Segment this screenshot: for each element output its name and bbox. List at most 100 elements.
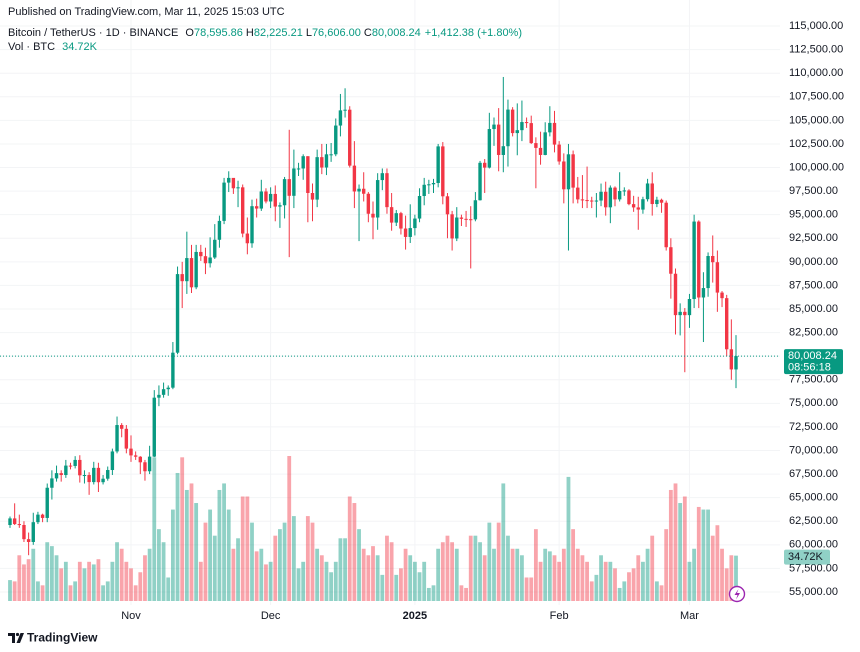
volume-bar <box>361 548 366 601</box>
candle-body <box>329 154 333 156</box>
volume-bar <box>208 509 213 601</box>
candle-body <box>175 274 180 353</box>
published: Published on TradingView.com, Mar 11, 20… <box>8 6 285 18</box>
candle-body <box>734 356 738 370</box>
volume-bar <box>440 542 445 601</box>
volume-bar <box>189 483 194 601</box>
candle-body <box>389 207 394 223</box>
volume-bar <box>170 509 175 601</box>
y-tick-label: 75,000.00 <box>789 397 838 409</box>
volume-bar <box>82 568 87 601</box>
volume-bar <box>17 555 22 601</box>
volume-bar <box>133 585 138 601</box>
candle-body <box>250 206 254 244</box>
volume-bar <box>198 561 203 601</box>
volume-bar <box>515 548 520 601</box>
volume-bar <box>389 542 394 601</box>
volume-bar <box>324 561 329 601</box>
candle-body <box>664 202 668 248</box>
volume-bar <box>552 555 557 601</box>
volume-bar <box>496 522 501 601</box>
volume-bar <box>385 535 389 601</box>
volume-bar <box>561 548 566 601</box>
volume-bar <box>673 483 678 601</box>
candle-body <box>310 192 315 200</box>
candle-body <box>380 173 385 181</box>
candle-body <box>194 251 198 288</box>
volume-bar <box>482 555 487 601</box>
candle-body <box>627 190 631 205</box>
volume-bar <box>36 581 40 601</box>
volume-bar <box>473 535 478 601</box>
volume-bar <box>184 489 189 601</box>
candle-body <box>161 389 166 395</box>
volume-bar <box>59 568 64 601</box>
candle-body <box>101 478 105 483</box>
volume-tag-label: 34.72K <box>788 551 824 563</box>
legend-value: 78,595.86 <box>193 27 243 39</box>
logo-bar <box>8 633 15 643</box>
volume-bar <box>524 577 529 601</box>
volume-bar <box>157 529 161 601</box>
candle-body <box>129 448 133 456</box>
volume-bar <box>617 587 622 601</box>
y-tick-label: 65,000.00 <box>789 492 838 504</box>
candle-body <box>324 154 329 168</box>
y-tick-label: 72,500.00 <box>789 421 838 433</box>
candle-body <box>455 217 459 239</box>
legend-value: 80,008.24 <box>371 27 421 39</box>
legend-value: 82,225.21 <box>253 27 303 39</box>
volume-bar <box>96 559 101 601</box>
volume-bar <box>650 535 655 601</box>
volume-bar <box>282 522 287 601</box>
candle-body <box>152 397 156 457</box>
candle-body <box>106 470 110 479</box>
footer-logo <box>8 632 24 643</box>
volume-bar <box>371 546 375 601</box>
candle-body <box>445 196 450 215</box>
price-tag-price: 80,008.24 <box>788 350 837 362</box>
volume-pane <box>8 456 738 601</box>
candle-body <box>189 258 194 288</box>
y-tick-label: 57,500.00 <box>789 562 838 574</box>
candle-body <box>59 473 63 476</box>
volume-bar <box>375 555 380 601</box>
candle-body <box>687 299 692 316</box>
candle-body <box>706 255 710 289</box>
volume-bar <box>203 522 208 601</box>
candle-body <box>64 465 68 476</box>
volume-bar <box>91 564 96 601</box>
candle-body <box>394 213 398 223</box>
candle-body <box>613 187 617 200</box>
candle-body <box>408 228 412 237</box>
candle-body <box>417 196 422 219</box>
candle-body <box>87 475 91 483</box>
candle-body <box>157 394 161 398</box>
y-tick-label: 77,500.00 <box>789 374 838 386</box>
volume-bar <box>194 503 199 601</box>
candle-body <box>315 157 319 200</box>
candle-body <box>650 183 654 205</box>
volume-bar <box>143 555 147 601</box>
legend-key: H <box>245 27 254 39</box>
volume-bar <box>54 555 59 601</box>
volume-bar <box>682 496 687 601</box>
volume-value: 34.72K <box>62 41 98 53</box>
volume-bar <box>310 522 315 601</box>
volume-bar <box>8 580 12 601</box>
candle-body <box>110 451 115 471</box>
footer-brand: TradingView <box>27 631 98 645</box>
x-tick-label: Dec <box>261 610 281 622</box>
candle-body <box>73 459 77 466</box>
volume-bar <box>501 483 506 601</box>
candle-body <box>529 123 533 144</box>
candle-body <box>68 465 73 467</box>
volume-bar <box>664 529 669 601</box>
candle-body <box>538 147 543 155</box>
volume-bar <box>547 551 552 601</box>
volume-bar <box>259 548 264 601</box>
candle-body <box>669 247 673 274</box>
candle-body <box>603 191 608 208</box>
candle-body <box>548 122 552 133</box>
candle-body <box>552 122 557 145</box>
